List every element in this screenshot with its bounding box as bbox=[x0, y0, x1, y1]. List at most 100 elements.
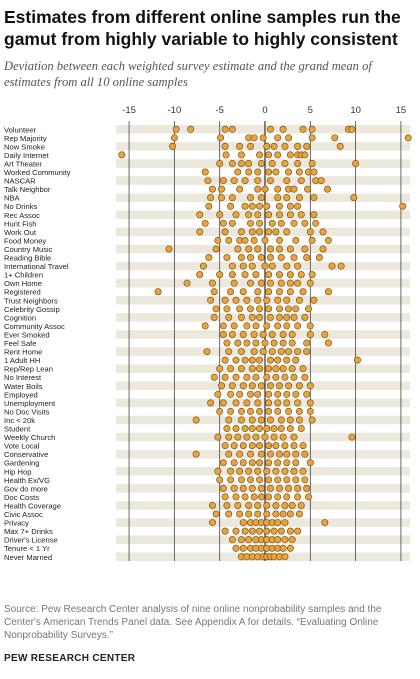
data-point bbox=[263, 373, 271, 381]
data-point bbox=[232, 425, 240, 433]
data-point bbox=[279, 125, 287, 133]
data-point bbox=[306, 459, 314, 467]
data-point bbox=[169, 142, 177, 150]
data-point bbox=[263, 142, 271, 150]
data-point bbox=[261, 339, 269, 347]
data-point bbox=[250, 348, 258, 356]
data-point bbox=[207, 296, 215, 304]
data-point bbox=[256, 527, 264, 535]
data-point bbox=[223, 254, 231, 262]
data-point bbox=[294, 348, 302, 356]
data-point bbox=[324, 339, 332, 347]
category-label: No Drinks bbox=[4, 202, 38, 211]
data-point bbox=[290, 219, 298, 227]
data-point bbox=[237, 313, 245, 321]
data-point bbox=[277, 348, 285, 356]
data-point bbox=[279, 510, 287, 518]
data-point bbox=[272, 228, 280, 236]
data-point bbox=[261, 433, 269, 441]
data-point bbox=[290, 467, 298, 475]
data-point bbox=[308, 134, 316, 142]
data-point bbox=[299, 125, 307, 133]
category-label: Work Out bbox=[4, 228, 37, 237]
data-point bbox=[274, 185, 282, 193]
data-point bbox=[263, 425, 271, 433]
data-point bbox=[261, 236, 269, 244]
category-label: Unemployment bbox=[4, 399, 56, 408]
data-point bbox=[263, 322, 271, 330]
data-point bbox=[308, 159, 316, 167]
data-point bbox=[297, 211, 305, 219]
data-point bbox=[294, 202, 302, 210]
data-point bbox=[256, 442, 264, 450]
data-point bbox=[237, 151, 245, 159]
data-point bbox=[219, 219, 227, 227]
data-point bbox=[214, 236, 222, 244]
data-point bbox=[281, 159, 289, 167]
data-point bbox=[297, 177, 305, 185]
data-point bbox=[277, 279, 285, 287]
data-point bbox=[247, 450, 255, 458]
data-point bbox=[259, 348, 267, 356]
data-point bbox=[274, 194, 282, 202]
data-point bbox=[279, 330, 287, 338]
data-point bbox=[399, 202, 407, 210]
data-point bbox=[274, 519, 282, 527]
data-point bbox=[299, 467, 307, 475]
data-point bbox=[277, 416, 285, 424]
data-point bbox=[245, 510, 253, 518]
data-point bbox=[286, 416, 294, 424]
data-point bbox=[196, 211, 204, 219]
category-label: Art Theater bbox=[4, 159, 42, 168]
data-point bbox=[310, 194, 318, 202]
data-point bbox=[248, 425, 256, 433]
data-point bbox=[292, 459, 300, 467]
data-point bbox=[223, 305, 231, 313]
data-point bbox=[274, 356, 282, 364]
data-point bbox=[275, 271, 283, 279]
data-point bbox=[266, 450, 274, 458]
data-point bbox=[225, 450, 233, 458]
data-point bbox=[295, 510, 303, 518]
category-label: Talk Neighbor bbox=[4, 185, 51, 194]
category-label: No Interest bbox=[4, 373, 42, 382]
data-point bbox=[254, 211, 262, 219]
data-point bbox=[404, 134, 412, 142]
data-point bbox=[239, 262, 247, 270]
data-point bbox=[256, 425, 264, 433]
data-point bbox=[336, 142, 344, 150]
data-point bbox=[257, 382, 265, 390]
data-point bbox=[265, 442, 273, 450]
data-point bbox=[319, 228, 327, 236]
data-point bbox=[288, 501, 296, 509]
data-point bbox=[248, 262, 256, 270]
data-point bbox=[248, 459, 256, 467]
data-point bbox=[268, 330, 276, 338]
data-point bbox=[257, 159, 265, 167]
data-point bbox=[261, 262, 269, 270]
data-point bbox=[266, 382, 274, 390]
x-tick-label: 5 bbox=[308, 105, 313, 116]
data-point bbox=[212, 245, 220, 253]
data-point bbox=[234, 433, 242, 441]
data-point bbox=[308, 125, 316, 133]
data-point bbox=[290, 433, 298, 441]
data-point bbox=[225, 433, 233, 441]
data-point bbox=[265, 151, 273, 159]
data-point bbox=[308, 236, 316, 244]
data-point bbox=[250, 236, 258, 244]
data-point bbox=[252, 433, 260, 441]
data-point bbox=[219, 322, 227, 330]
data-point bbox=[241, 177, 249, 185]
data-point bbox=[286, 271, 294, 279]
data-point bbox=[212, 305, 220, 313]
data-point bbox=[216, 271, 224, 279]
data-point bbox=[247, 279, 255, 287]
category-label: Water Boils bbox=[4, 382, 43, 391]
data-point bbox=[256, 459, 264, 467]
data-point bbox=[225, 236, 233, 244]
data-point bbox=[187, 125, 195, 133]
data-point bbox=[196, 228, 204, 236]
data-point bbox=[297, 501, 305, 509]
data-point bbox=[243, 399, 251, 407]
